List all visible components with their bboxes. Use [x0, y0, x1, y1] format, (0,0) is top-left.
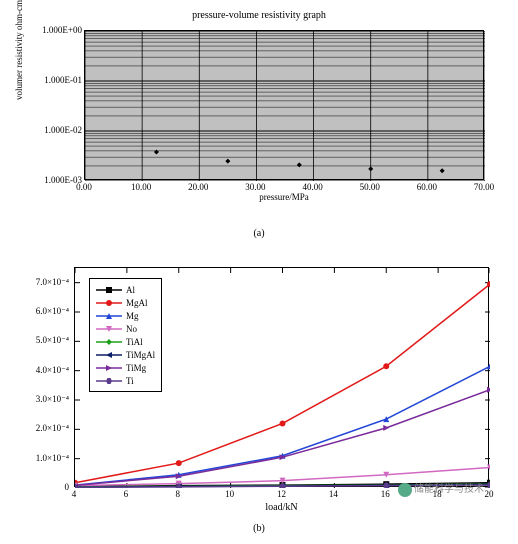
legend-item: MgAl [96, 296, 155, 309]
chart-b-xlabel: load/kN [74, 502, 489, 513]
legend-item: TiMg [96, 361, 155, 374]
chart-b-sublabel: (b) [0, 523, 518, 534]
legend-item: TiAl [96, 335, 155, 348]
chart-b-legend: AlMgAlMgNoTiAlTiMgAlTiMgTi [89, 278, 162, 392]
legend-item: No [96, 322, 155, 335]
watermark-icon [398, 483, 412, 497]
chart-a-xlabel: pressure/MPa [84, 192, 484, 202]
chart-a-sublabel: (a) [0, 228, 518, 239]
legend-item: Mg [96, 309, 155, 322]
chart-a-svg [85, 31, 485, 181]
chart-b: electronic conductivity/S·cm⁻¹ AlMgAlMgN… [14, 257, 504, 517]
chart-a-ylabel: volumer resistivity ohm-cm [14, 0, 24, 100]
legend-item: Ti [96, 374, 155, 387]
legend-item: Al [96, 283, 155, 296]
chart-a-title: pressure-volume resistivity graph [14, 10, 504, 21]
chart-a: pressure-volume resistivity graph volume… [14, 10, 504, 210]
legend-item: TiMgAl [96, 348, 155, 361]
chart-b-plot: AlMgAlMgNoTiAlTiMgAlTiMgTi [74, 267, 489, 487]
chart-a-plot [84, 30, 484, 180]
